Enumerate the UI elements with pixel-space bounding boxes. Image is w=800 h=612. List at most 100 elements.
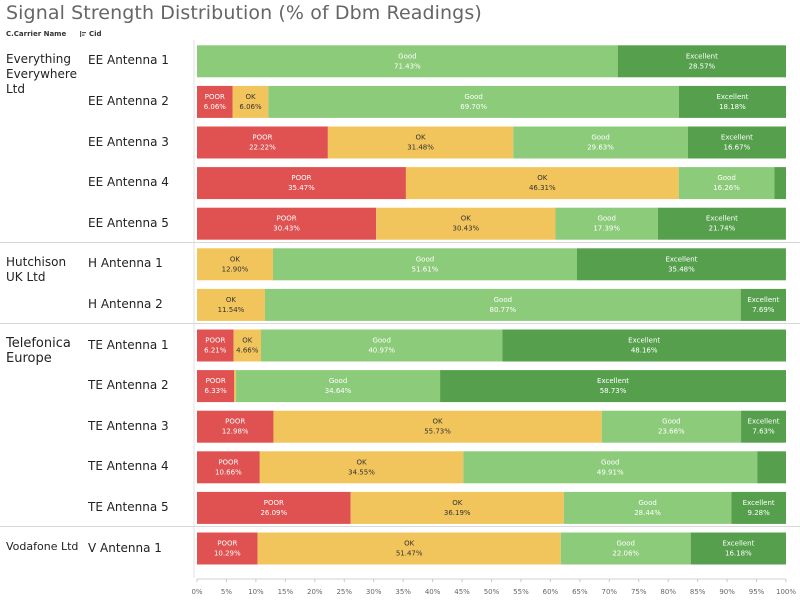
bar-segment-excellent[interactable] (502, 329, 786, 362)
carrier-label: Everything Everywhere Ltd (6, 52, 77, 96)
antenna-label[interactable]: TE Antenna 5 (88, 499, 169, 514)
segment-category-label: OK (230, 255, 241, 263)
antenna-label[interactable]: TE Antenna 1 (88, 337, 169, 352)
bar-segment-ok[interactable] (234, 370, 237, 403)
segment-value-label: 7.63% (752, 428, 775, 436)
bar-segment-ok[interactable] (233, 329, 262, 362)
antenna-label[interactable]: H Antenna 2 (88, 296, 163, 311)
x-tick-label: 25% (336, 588, 352, 596)
bar-segment-good[interactable] (601, 410, 742, 443)
segment-category-label: Excellent (628, 337, 660, 345)
bar-segment-excellent[interactable] (774, 167, 786, 200)
column-header-carrier[interactable]: C.Carrier Name (6, 30, 66, 38)
segment-category-label: OK (433, 418, 444, 426)
sort-icon (80, 31, 86, 37)
x-tick-label: 5% (221, 588, 232, 596)
bar-segment-excellent[interactable] (690, 532, 786, 565)
antenna-label[interactable]: EE Antenna 4 (88, 175, 169, 190)
bar-segment-good[interactable] (261, 329, 503, 362)
bar-segment-excellent[interactable] (757, 451, 786, 484)
bar-segment-good[interactable] (197, 45, 618, 78)
bar-segment-good[interactable] (555, 207, 658, 240)
antenna-label[interactable]: H Antenna 1 (88, 256, 163, 271)
antenna-label[interactable]: TE Antenna 3 (88, 418, 169, 433)
bar-segment-poor[interactable] (197, 532, 258, 565)
x-tick-label: 80% (660, 588, 676, 596)
segment-category-label: OK (537, 174, 548, 182)
bar-segment-good[interactable] (513, 126, 688, 159)
x-tick-label: 65% (572, 588, 588, 596)
bar-segment-good[interactable] (463, 451, 758, 484)
bar-segment-ok[interactable] (259, 451, 464, 484)
segment-value-label: 16.67% (724, 144, 751, 152)
antenna-label[interactable]: EE Antenna 2 (88, 93, 169, 108)
bar-segment-excellent[interactable] (440, 370, 786, 403)
bar-segment-poor[interactable] (197, 126, 328, 159)
segment-value-label: 29.63% (587, 144, 614, 152)
bar-segment-good[interactable] (264, 288, 741, 321)
bar-segment-excellent[interactable] (731, 491, 786, 524)
segment-category-label: Good (601, 458, 619, 466)
group-separator (0, 323, 800, 325)
x-tick-label: 0% (191, 588, 202, 596)
antenna-label[interactable]: EE Antenna 1 (88, 53, 169, 68)
bar-segment-poor[interactable] (197, 491, 351, 524)
segment-category-label: OK (356, 458, 367, 466)
segment-value-label: 55.73% (424, 428, 451, 436)
bar-segment-excellent[interactable] (576, 248, 786, 281)
bar-segment-good[interactable] (268, 85, 679, 118)
carrier-column-label: C.Carrier Name (6, 30, 67, 38)
bar-segment-poor[interactable] (197, 167, 406, 200)
bar-segment-excellent[interactable] (657, 207, 786, 240)
column-header-cid[interactable]: Cid (80, 30, 102, 38)
bar-segment-excellent[interactable] (678, 85, 786, 118)
bar-segment-good[interactable] (678, 167, 775, 200)
antenna-label[interactable]: EE Antenna 5 (88, 215, 169, 230)
bar-segment-poor[interactable] (197, 207, 377, 240)
bar-segment-ok[interactable] (327, 126, 514, 159)
bar-segment-excellent[interactable] (740, 288, 786, 321)
bar-segment-ok[interactable] (376, 207, 556, 240)
segment-category-label: Good (591, 134, 609, 142)
segment-category-label: Good (372, 337, 390, 345)
bar-segment-excellent[interactable] (687, 126, 786, 159)
group-separator (0, 526, 800, 528)
segment-value-label: 26.09% (260, 509, 287, 517)
bar-segment-ok[interactable] (197, 288, 265, 321)
segment-value-label: 28.44% (634, 509, 661, 517)
antenna-label[interactable]: TE Antenna 4 (88, 459, 169, 474)
bar-segment-poor[interactable] (197, 329, 234, 362)
cid-column-label: Cid (89, 30, 102, 38)
segment-value-label: 71.43% (394, 62, 421, 70)
segment-category-label: POOR (218, 458, 238, 466)
bar-segment-good[interactable] (563, 491, 732, 524)
antenna-label[interactable]: TE Antenna 2 (88, 378, 169, 393)
x-tick-label: 50% (484, 588, 500, 596)
antenna-label[interactable]: V Antenna 1 (88, 540, 162, 555)
bar-segment-good[interactable] (272, 248, 577, 281)
bar-segment-excellent[interactable] (617, 45, 786, 78)
bar-segment-ok[interactable] (257, 532, 561, 565)
segment-category-label: OK (404, 540, 415, 548)
segment-category-label: POOR (217, 540, 237, 548)
segment-category-label: Excellent (597, 377, 629, 385)
bar-segment-poor[interactable] (197, 85, 233, 118)
antenna-label[interactable]: EE Antenna 3 (88, 134, 169, 149)
bar-segment-ok[interactable] (273, 410, 602, 443)
segment-category-label: Excellent (722, 540, 754, 548)
segment-category-label: Good (717, 174, 735, 182)
bar-segment-ok[interactable] (197, 248, 273, 281)
segment-category-label: Good (398, 52, 416, 60)
segment-category-label: OK (461, 215, 472, 223)
bar-segment-ok[interactable] (232, 85, 269, 118)
bar-segment-poor[interactable] (197, 370, 235, 403)
bar-segment-excellent[interactable] (741, 410, 786, 443)
bar-segment-ok[interactable] (405, 167, 679, 200)
bar-segment-ok[interactable] (350, 491, 564, 524)
bar-segment-poor[interactable] (197, 451, 260, 484)
bar-segment-poor[interactable] (197, 410, 274, 443)
bar-segment-good[interactable] (560, 532, 691, 565)
bar-segment-good[interactable] (236, 370, 441, 403)
x-tick-label: 100% (776, 588, 796, 596)
segment-value-label: 35.48% (668, 265, 695, 273)
